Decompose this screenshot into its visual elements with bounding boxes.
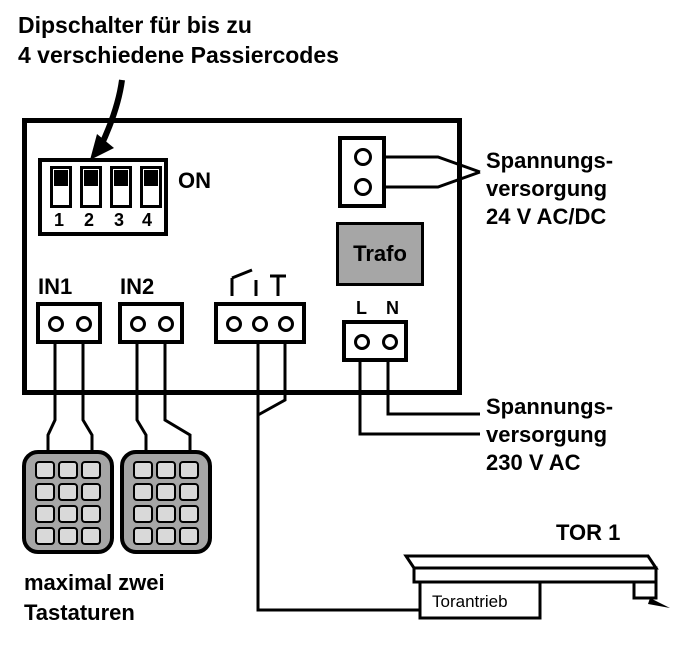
power2-line3: 230 V AC — [486, 450, 581, 476]
connector-24v[interactable] — [338, 136, 386, 208]
n-label: N — [386, 298, 399, 319]
tastaturen-line1: maximal zwei — [24, 570, 165, 596]
connector-230v[interactable] — [342, 320, 408, 362]
power2-line1: Spannungs- — [486, 394, 613, 420]
connector-in2[interactable] — [118, 302, 184, 344]
dip-num-4: 4 — [142, 210, 152, 231]
l-label: L — [356, 298, 367, 319]
dip-num-3: 3 — [114, 210, 124, 231]
keypad-1[interactable] — [22, 450, 114, 554]
power1-line2: versorgung — [486, 176, 607, 202]
power1-line3: 24 V AC/DC — [486, 204, 606, 230]
trafo-box: Trafo — [336, 222, 424, 286]
dip-num-2: 2 — [84, 210, 94, 231]
dip-num-1: 1 — [54, 210, 64, 231]
trafo-label: Trafo — [353, 241, 407, 267]
power2-line2: versorgung — [486, 422, 607, 448]
dip-switch-block: 1 2 3 4 — [38, 158, 168, 236]
dip-switch-1[interactable] — [50, 166, 72, 208]
power1-line1: Spannungs- — [486, 148, 613, 174]
relay-symbol — [220, 266, 300, 302]
dip-switch-2[interactable] — [80, 166, 102, 208]
dip-switch-4[interactable] — [140, 166, 162, 208]
tor-label: TOR 1 — [556, 520, 620, 546]
in2-label: IN2 — [120, 274, 154, 300]
torantrieb-label: Torantrieb — [432, 592, 508, 612]
connector-relay[interactable] — [214, 302, 306, 344]
in1-label: IN1 — [38, 274, 72, 300]
dip-on-label: ON — [178, 168, 211, 194]
keypad-2[interactable] — [120, 450, 212, 554]
connector-in1[interactable] — [36, 302, 102, 344]
dip-switch-3[interactable] — [110, 166, 132, 208]
tastaturen-line2: Tastaturen — [24, 600, 135, 626]
